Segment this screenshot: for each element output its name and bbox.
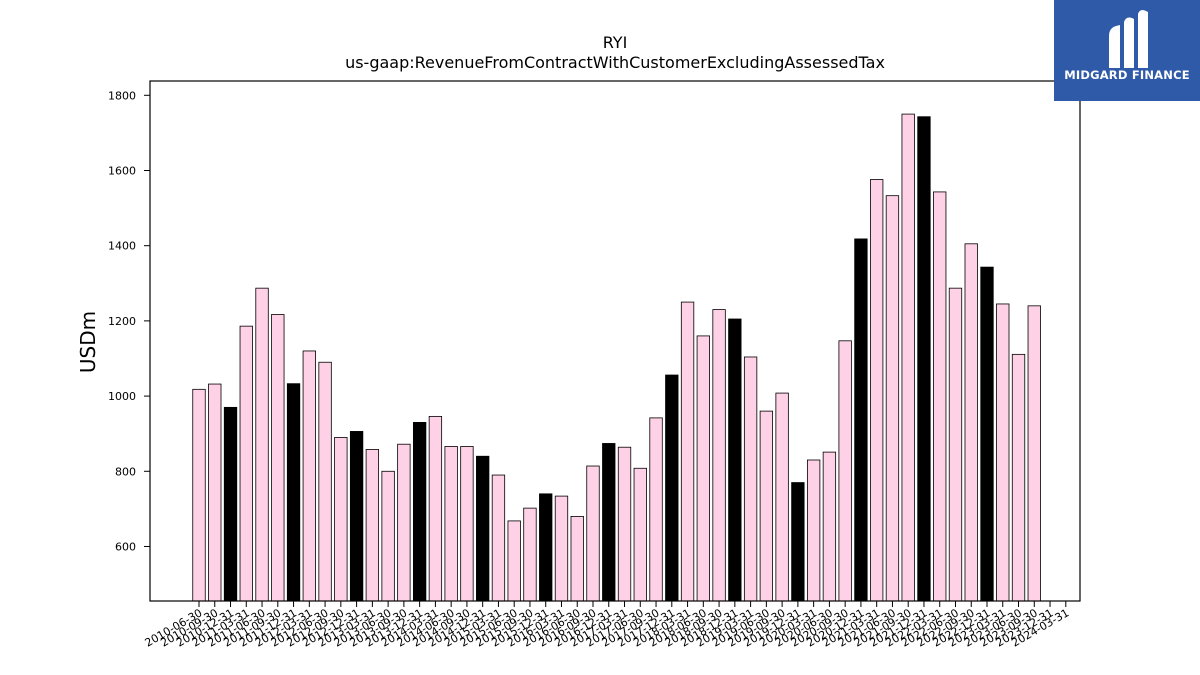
bar	[397, 443, 411, 602]
bar	[948, 287, 963, 602]
brand-logo: MIDGARD FINANCE	[1054, 0, 1200, 101]
bar	[854, 238, 868, 602]
bar	[286, 383, 301, 602]
bar	[617, 446, 632, 602]
bar	[491, 474, 506, 602]
bar	[602, 443, 616, 602]
bar	[334, 437, 348, 602]
y-tick-label: 1400	[108, 240, 136, 253]
x-axis: 2010-06-302010-09-302010-12-312011-03-31…	[143, 601, 1071, 650]
y-axis-label: USDm	[76, 311, 100, 373]
bar	[901, 113, 915, 602]
bar	[964, 243, 978, 602]
bar	[980, 266, 994, 602]
logo-mark-icon	[1109, 10, 1148, 68]
bar	[381, 470, 395, 602]
bar	[586, 465, 600, 602]
y-axis: 600 800 1000 1200 1400 1600 1800	[108, 89, 150, 553]
bar	[933, 191, 947, 602]
bar	[318, 361, 332, 602]
bar	[365, 449, 380, 602]
bar	[996, 303, 1010, 602]
bar	[712, 309, 726, 602]
y-tick-label: 800	[115, 465, 136, 478]
bar	[791, 482, 805, 602]
bar	[208, 383, 222, 602]
bar	[239, 325, 253, 602]
bar	[570, 516, 584, 602]
bar	[696, 335, 710, 602]
chart-title: RYI	[603, 33, 628, 52]
bar	[743, 356, 758, 602]
plot-frame	[149, 80, 1081, 602]
y-tick-label: 1000	[108, 390, 136, 403]
bar	[460, 446, 474, 602]
bar	[680, 301, 695, 602]
bar	[476, 455, 490, 602]
bar	[649, 417, 663, 602]
bar	[554, 495, 569, 602]
bar	[1027, 305, 1041, 602]
bar	[870, 179, 884, 602]
bar	[255, 287, 269, 602]
bar	[412, 421, 427, 602]
bar	[822, 451, 837, 602]
bar	[633, 467, 647, 602]
bar	[806, 459, 821, 602]
bar	[885, 195, 900, 602]
bar	[444, 446, 458, 602]
bar	[523, 507, 537, 602]
bar	[1011, 353, 1026, 602]
y-tick-label: 600	[115, 540, 136, 553]
bar	[728, 318, 742, 602]
bar	[759, 410, 774, 602]
bar	[507, 520, 521, 602]
logo-text: MIDGARD FINANCE	[1064, 68, 1190, 82]
bar	[838, 340, 852, 602]
bar	[428, 415, 443, 602]
bar	[775, 392, 789, 602]
bar	[917, 116, 931, 602]
bar	[302, 350, 316, 602]
bar	[192, 388, 206, 602]
bar	[539, 493, 553, 602]
y-tick-label: 1800	[108, 89, 136, 102]
chart-subtitle: us-gaap:RevenueFromContractWithCustomerE…	[345, 53, 885, 72]
bar	[223, 406, 238, 602]
bars-group	[192, 113, 1041, 602]
bar	[665, 374, 679, 602]
y-tick-label: 1600	[108, 164, 136, 177]
y-tick-label: 1200	[108, 315, 136, 328]
bar	[349, 431, 364, 602]
bar	[271, 314, 285, 602]
